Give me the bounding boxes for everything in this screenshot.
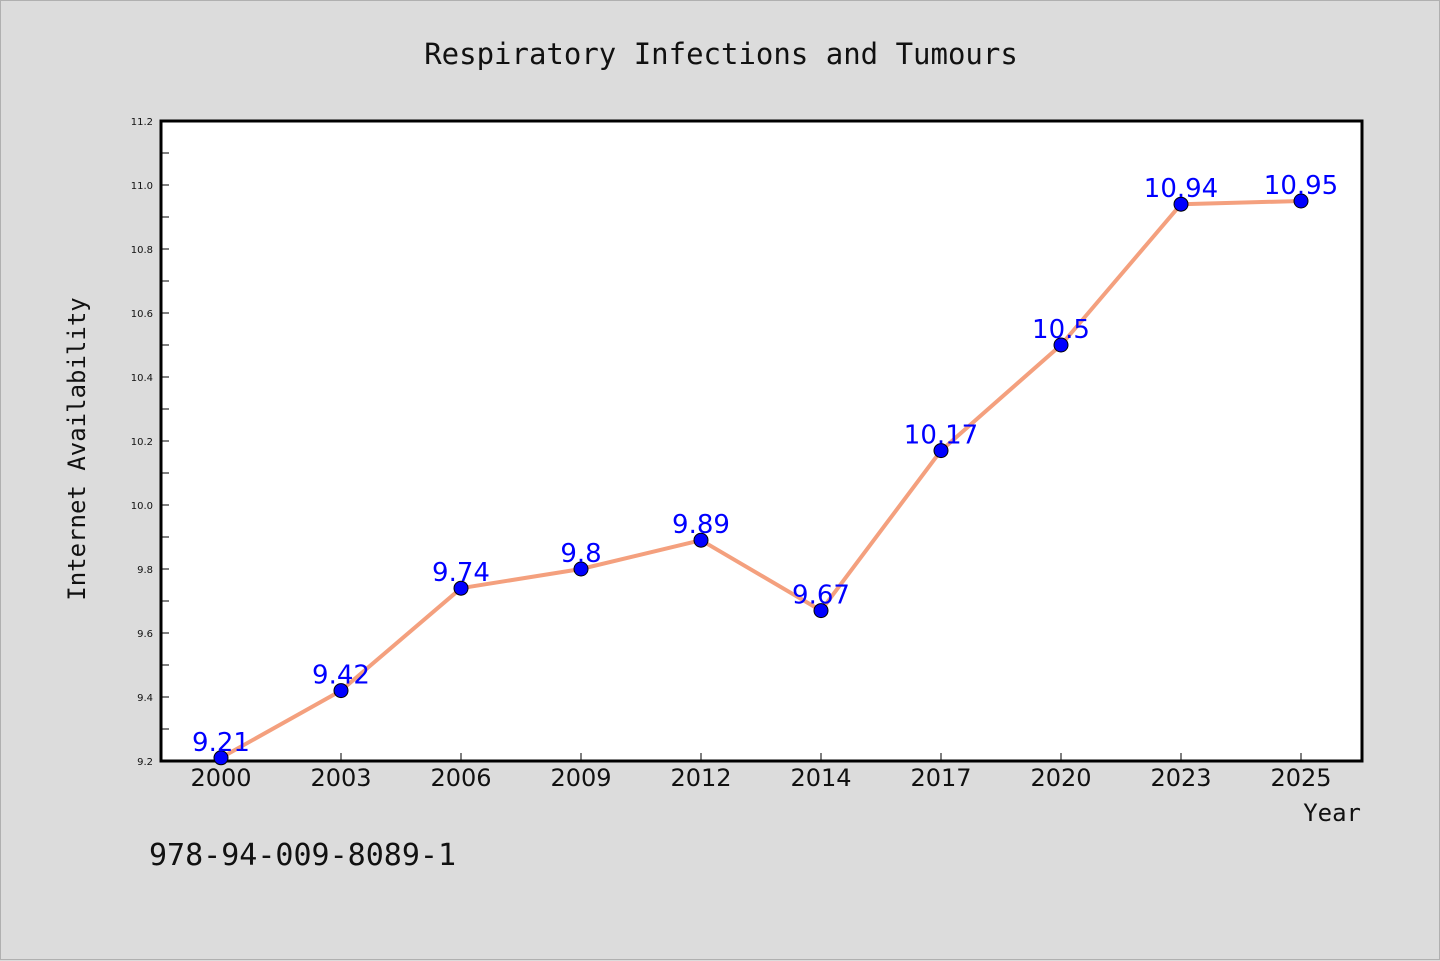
footer-code: 978-94-009-8089-1 [149,838,456,873]
x-tick-label: 2000 [190,764,251,792]
data-label: 9.89 [672,510,730,540]
series-line [220,199,1302,760]
y-tick-label: 9.2 [137,757,153,768]
y-tick-label: 10.4 [131,373,153,384]
y-axis: 9.2 9.4 9.6 9.8 10.0 10.2 10.4 10.6 10.8 11.0 11.2 [131,117,169,768]
series-line-group [220,199,1302,760]
data-label: 9.67 [792,581,850,611]
data-point-marker [1173,196,1189,212]
x-tick-label: 2009 [550,764,611,792]
data-label: 10.95 [1264,171,1338,201]
x-tick-label: 2020 [1030,764,1091,792]
data-point-marker [1293,193,1309,209]
x-tick-label: 2017 [910,764,971,792]
data-labels-group: 9.21 9.42 9.74 9.8 9.89 9.67 10.17 10.5 10.94 10.… [192,171,1338,758]
x-tick-label: 2014 [790,764,851,792]
x-tick-label: 2003 [310,764,371,792]
markers-group [213,193,1309,766]
data-point-marker [813,603,829,619]
y-tick-label: 9.8 [137,565,153,576]
y-tick-label: 10.6 [131,309,153,320]
data-point-marker [693,532,709,548]
x-tick-label: 2006 [430,764,491,792]
y-tick-label: 10.8 [131,245,153,256]
data-point-marker [1053,337,1069,353]
y-tick-label: 9.6 [137,629,153,640]
data-label: 10.5 [1032,315,1090,345]
y-tick-label: 10.2 [131,437,153,448]
x-tick-label: 2025 [1270,764,1331,792]
data-label: 9.21 [192,728,250,758]
y-tick-label: 11.2 [131,117,153,128]
data-point-marker [933,443,949,459]
data-point-marker [333,683,349,699]
x-tick-label: 2023 [1150,764,1211,792]
x-axis: 2000 2003 2006 2009 2012 2014 2017 2020 2023 2025 [190,753,1332,792]
y-tick-label: 10.0 [131,501,153,512]
data-label: 10.94 [1144,174,1218,204]
chart-title: Respiratory Infections and Tumours [424,37,1018,71]
data-point-marker [213,750,229,766]
x-tick-label: 2012 [670,764,731,792]
y-axis-label: Internet Availability [63,297,91,600]
data-label: 9.8 [560,539,601,569]
data-label: 9.42 [312,661,370,691]
y-tick-label: 11.0 [131,181,153,192]
data-label: 9.74 [432,558,490,588]
x-axis-label: Year [1303,799,1361,827]
data-point-marker [573,561,589,577]
data-point-marker [453,580,469,596]
y-tick-label: 9.4 [137,693,153,704]
data-label: 10.17 [904,421,978,451]
